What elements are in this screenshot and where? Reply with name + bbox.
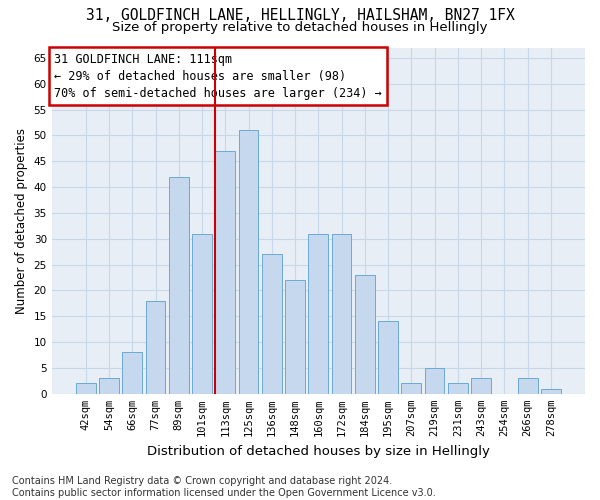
Bar [215, 151, 235, 394]
Bar [541, 388, 561, 394]
Y-axis label: Number of detached properties: Number of detached properties [15, 128, 28, 314]
Bar [401, 384, 421, 394]
Bar [471, 378, 491, 394]
Text: Size of property relative to detached houses in Hellingly: Size of property relative to detached ho… [112, 21, 488, 34]
Bar [146, 301, 166, 394]
Bar [355, 275, 375, 394]
Text: 31, GOLDFINCH LANE, HELLINGLY, HAILSHAM, BN27 1FX: 31, GOLDFINCH LANE, HELLINGLY, HAILSHAM,… [86, 8, 514, 22]
Bar [262, 254, 282, 394]
Bar [76, 384, 95, 394]
Bar [518, 378, 538, 394]
Bar [332, 234, 352, 394]
Bar [425, 368, 445, 394]
Bar [285, 280, 305, 394]
Bar [239, 130, 259, 394]
Bar [192, 234, 212, 394]
Bar [99, 378, 119, 394]
Bar [308, 234, 328, 394]
Bar [122, 352, 142, 394]
X-axis label: Distribution of detached houses by size in Hellingly: Distribution of detached houses by size … [147, 444, 490, 458]
Bar [378, 322, 398, 394]
Bar [448, 384, 468, 394]
Bar [169, 176, 188, 394]
Text: Contains HM Land Registry data © Crown copyright and database right 2024.
Contai: Contains HM Land Registry data © Crown c… [12, 476, 436, 498]
Text: 31 GOLDFINCH LANE: 111sqm
← 29% of detached houses are smaller (98)
70% of semi-: 31 GOLDFINCH LANE: 111sqm ← 29% of detac… [55, 52, 382, 100]
